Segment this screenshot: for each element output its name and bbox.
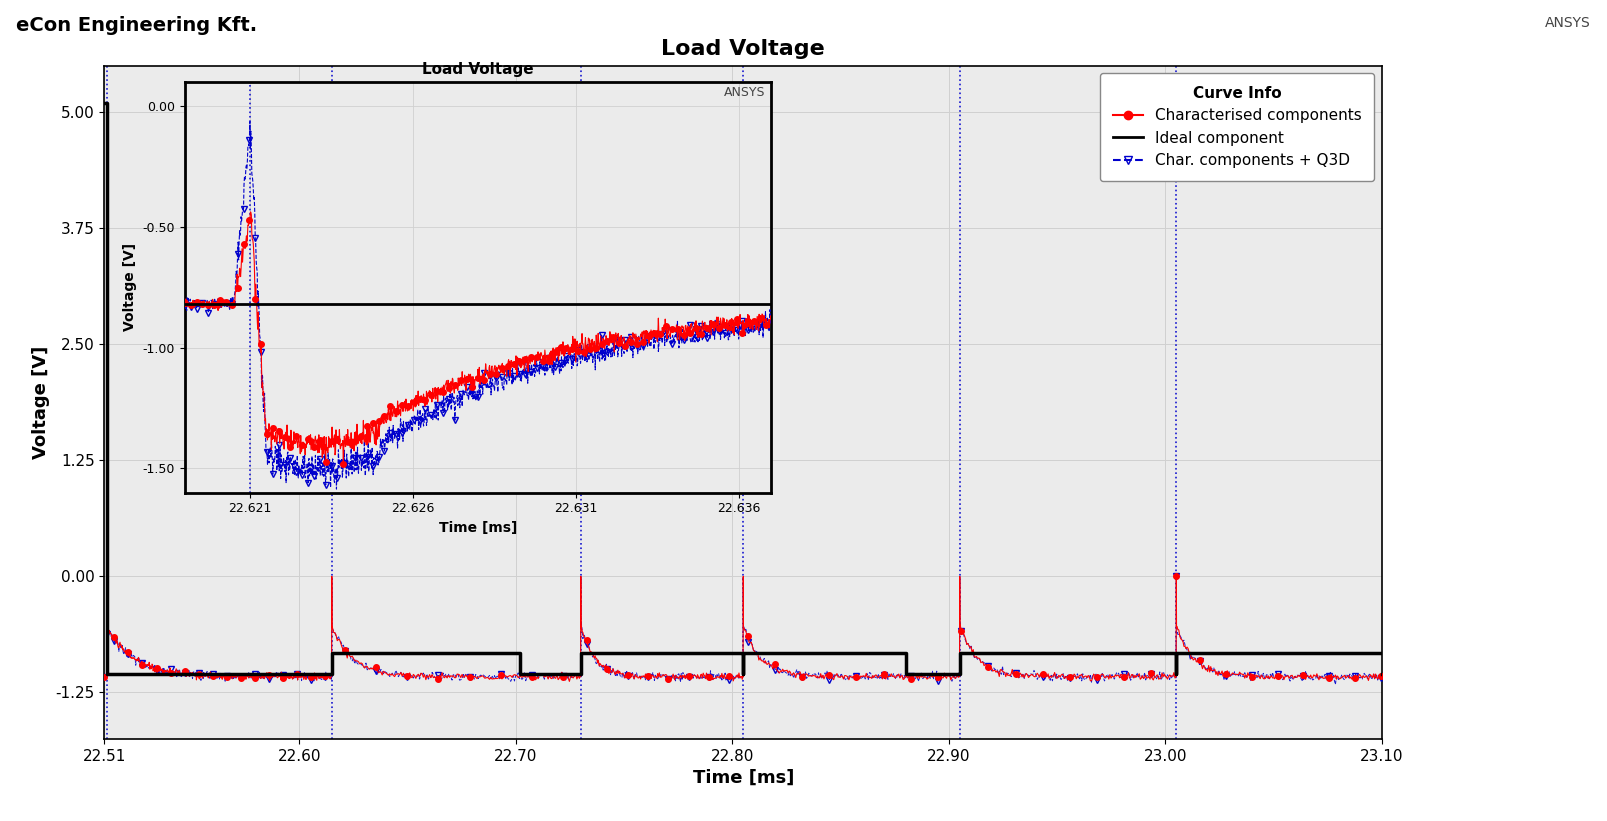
X-axis label: Time [ms]: Time [ms]	[693, 769, 794, 787]
Text: ANSYS: ANSYS	[1546, 16, 1591, 30]
Y-axis label: Voltage [V]: Voltage [V]	[124, 243, 137, 332]
Text: eCon Engineering Kft.: eCon Engineering Kft.	[16, 16, 257, 35]
Title: Load Voltage: Load Voltage	[423, 62, 534, 77]
Legend: Characterised components, Ideal component, Char. components + Q3D: Characterised components, Ideal componen…	[1101, 73, 1374, 181]
Text: ANSYS: ANSYS	[725, 86, 765, 99]
Title: Load Voltage: Load Voltage	[662, 39, 824, 58]
Y-axis label: Voltage [V]: Voltage [V]	[32, 346, 50, 459]
X-axis label: Time [ms]: Time [ms]	[439, 521, 517, 534]
